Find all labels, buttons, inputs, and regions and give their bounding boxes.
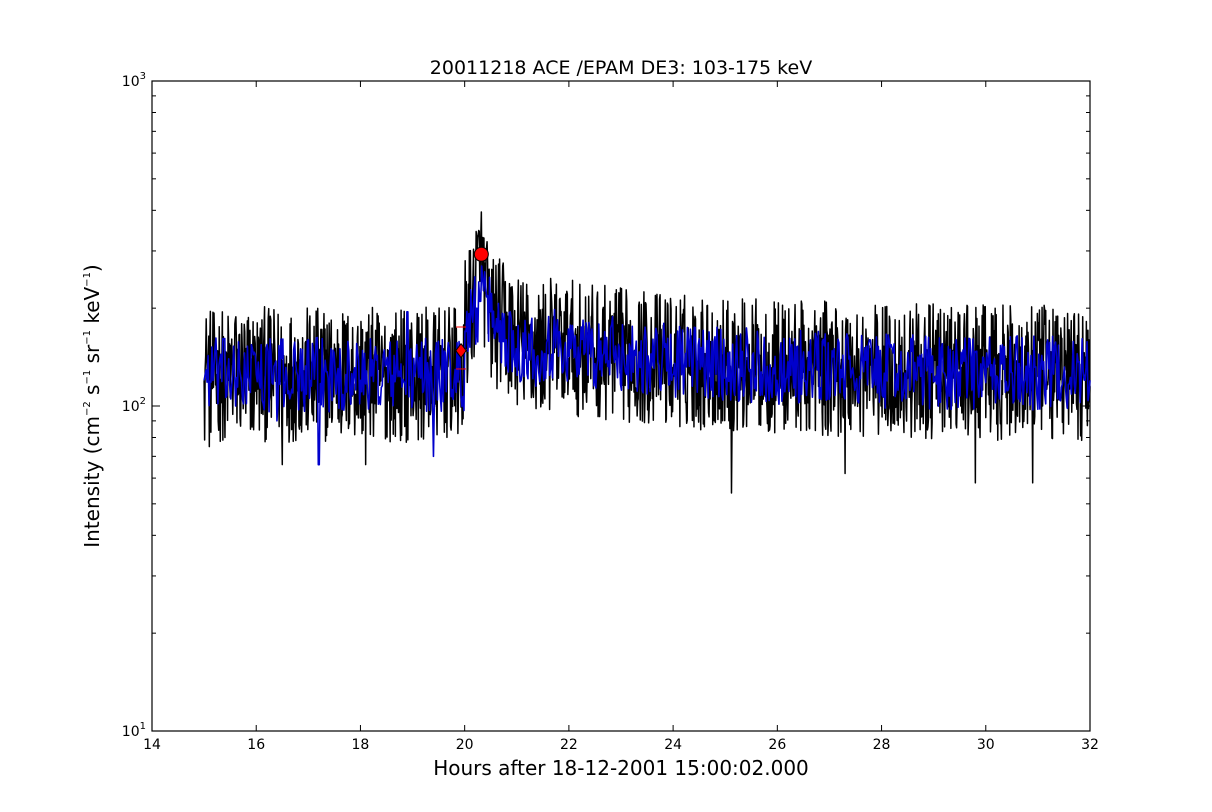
onset-marker bbox=[455, 342, 467, 359]
y-axis-label-prefix: Intensity (cm bbox=[80, 416, 104, 548]
y-tick-label: 102 bbox=[122, 396, 146, 415]
y-axis-label: Intensity (cm−2 s−1 sr−1 keV−1) bbox=[80, 264, 104, 548]
y-axis-label-part: s bbox=[80, 385, 104, 402]
x-tick-label: 28 bbox=[873, 737, 891, 753]
x-tick-label: 16 bbox=[247, 737, 265, 753]
y-axis-label-exp: −1 bbox=[82, 272, 93, 287]
x-tick-label: 18 bbox=[352, 737, 370, 753]
y-axis-label-exp: −1 bbox=[82, 330, 93, 345]
y-axis-label-exp: −2 bbox=[82, 401, 93, 416]
series-layer bbox=[203, 211, 1091, 494]
peak-marker bbox=[473, 246, 489, 262]
x-axis-label: Hours after 18-12-2001 15:00:02.000 bbox=[433, 756, 809, 780]
y-axis-label-suffix: ) bbox=[80, 264, 104, 272]
x-tick-label: 30 bbox=[977, 737, 995, 753]
chart-title: 20011218 ACE /EPAM DE3: 103-175 keV bbox=[430, 57, 812, 79]
plot-area bbox=[151, 80, 1091, 732]
y-axis-label-exp: −1 bbox=[82, 370, 93, 385]
x-tick-label: 20 bbox=[456, 737, 474, 753]
x-tick-label: 24 bbox=[664, 737, 682, 753]
x-tick-label: 14 bbox=[143, 737, 161, 753]
x-tick-label: 32 bbox=[1081, 737, 1099, 753]
marker-layer bbox=[455, 246, 489, 370]
x-tick-label: 22 bbox=[560, 737, 578, 753]
x-tick-label: 26 bbox=[768, 737, 786, 753]
y-axis-label-part: keV bbox=[80, 286, 104, 330]
y-axis-label-part: sr bbox=[80, 344, 104, 370]
series-line bbox=[203, 265, 1091, 466]
y-axis: 101 102 103 bbox=[122, 71, 1090, 740]
x-axis: 14 16 18 20 22 24 26 28 30 32 bbox=[143, 81, 1099, 753]
y-tick-label: 103 bbox=[122, 71, 146, 90]
series-line bbox=[203, 211, 1091, 494]
y-tick-label: 101 bbox=[122, 721, 146, 740]
